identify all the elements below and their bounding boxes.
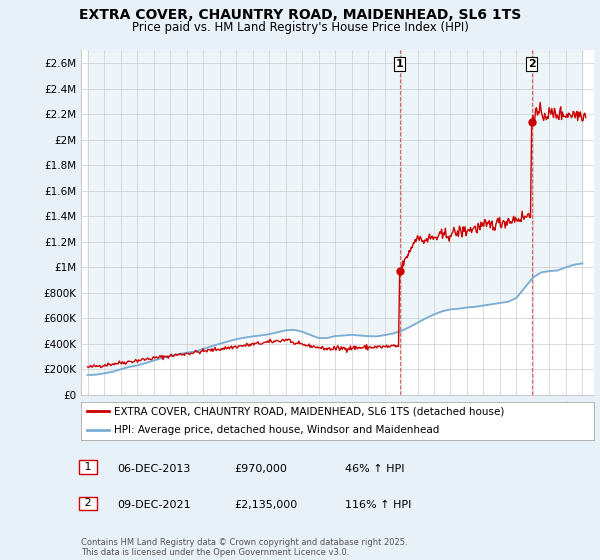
Text: 06-DEC-2013: 06-DEC-2013 xyxy=(117,464,190,474)
Text: Price paid vs. HM Land Registry's House Price Index (HPI): Price paid vs. HM Land Registry's House … xyxy=(131,21,469,34)
Text: 2: 2 xyxy=(81,498,95,508)
Text: HPI: Average price, detached house, Windsor and Maidenhead: HPI: Average price, detached house, Wind… xyxy=(115,425,440,435)
Text: Contains HM Land Registry data © Crown copyright and database right 2025.
This d: Contains HM Land Registry data © Crown c… xyxy=(81,538,407,557)
Text: £970,000: £970,000 xyxy=(234,464,287,474)
Text: 09-DEC-2021: 09-DEC-2021 xyxy=(117,500,191,510)
Text: 1: 1 xyxy=(396,59,404,69)
Text: £2,135,000: £2,135,000 xyxy=(234,500,297,510)
Text: 116% ↑ HPI: 116% ↑ HPI xyxy=(345,500,412,510)
Text: 2: 2 xyxy=(528,59,536,69)
Text: 46% ↑ HPI: 46% ↑ HPI xyxy=(345,464,404,474)
Text: 1: 1 xyxy=(81,462,95,472)
Text: EXTRA COVER, CHAUNTRY ROAD, MAIDENHEAD, SL6 1TS (detached house): EXTRA COVER, CHAUNTRY ROAD, MAIDENHEAD, … xyxy=(115,406,505,416)
Text: EXTRA COVER, CHAUNTRY ROAD, MAIDENHEAD, SL6 1TS: EXTRA COVER, CHAUNTRY ROAD, MAIDENHEAD, … xyxy=(79,8,521,22)
